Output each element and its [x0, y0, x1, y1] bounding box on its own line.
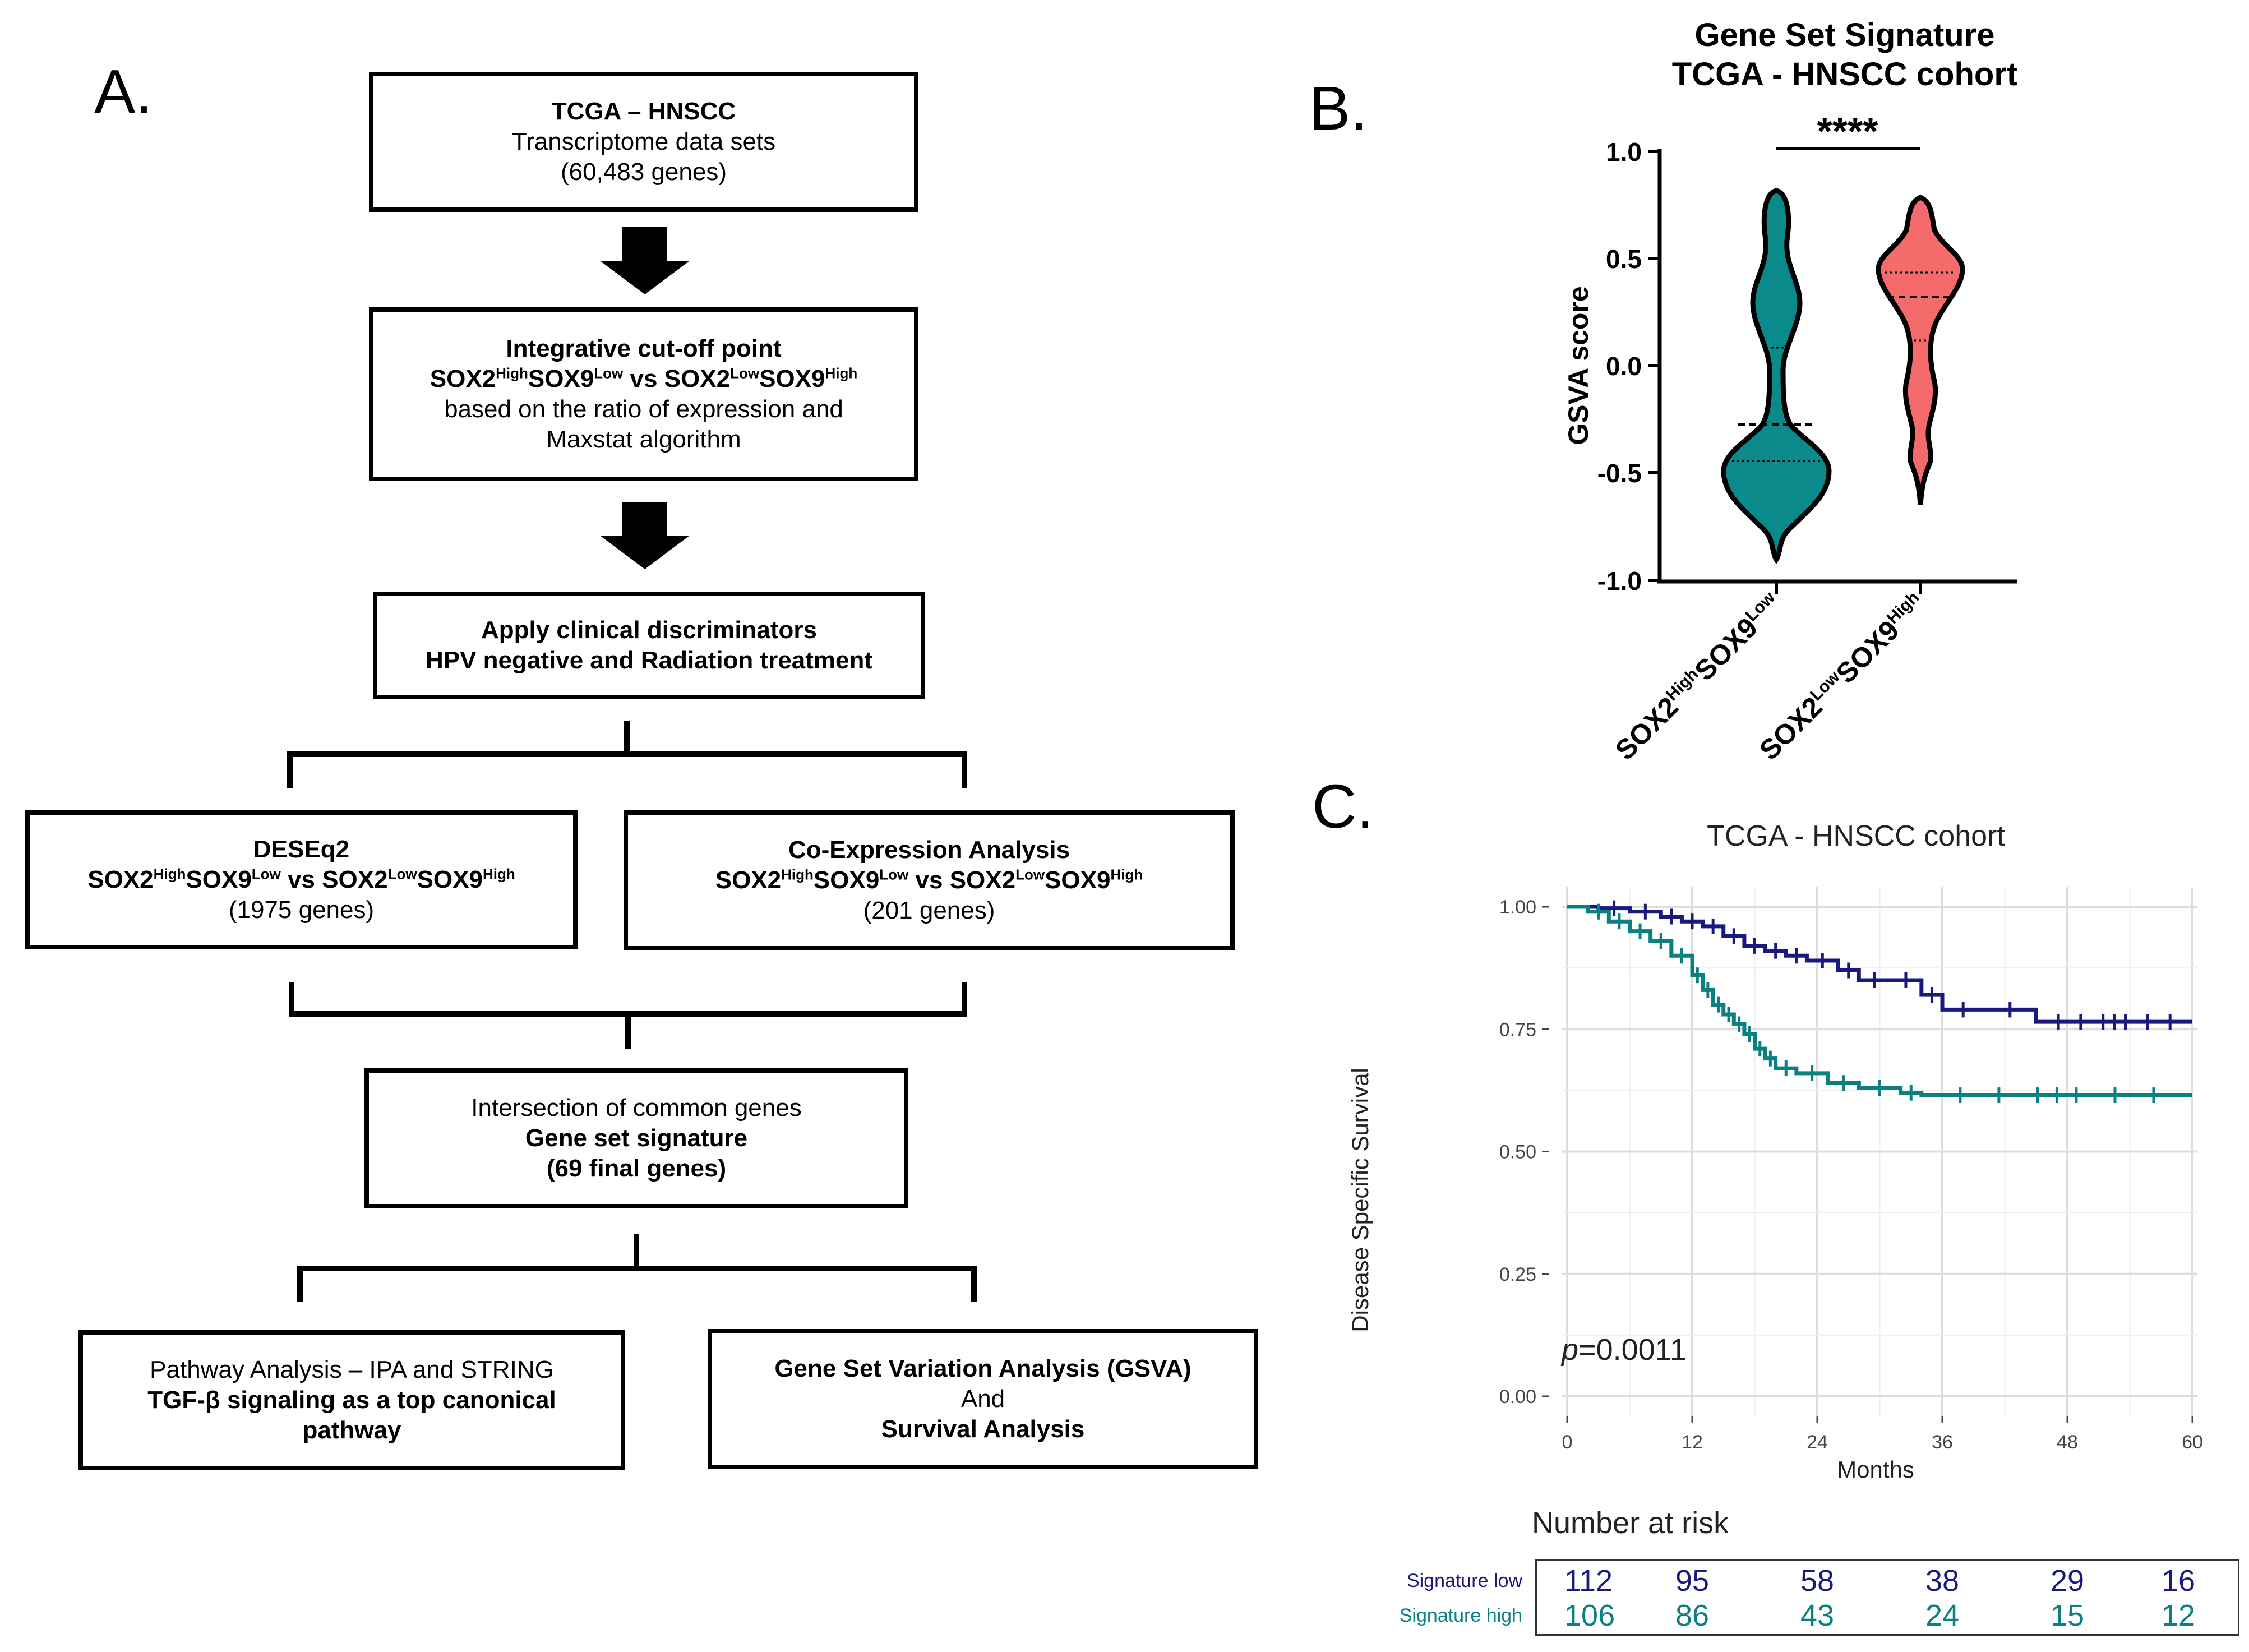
panel-label-b: B. [1309, 74, 1368, 143]
box-title: Co-Expression Analysis [788, 836, 1070, 864]
km-xtick-label: 48 [2057, 1432, 2078, 1453]
violin-ytick-3: 0.0 [1606, 352, 1660, 381]
km-ytick-label: 0.75 [1499, 1019, 1536, 1040]
box-text: (1975 genes) [228, 896, 375, 924]
violin-ylabel: GSVA score [1563, 286, 1594, 445]
svg-text:0.5: 0.5 [1606, 244, 1642, 274]
violin-xlabel-2: SOX2LowSOX9High [1753, 588, 1932, 766]
flow-box-gsva: Gene Set Variation Analysis (GSVA) And S… [708, 1329, 1258, 1469]
bracket-1 [287, 721, 967, 788]
flow-box-cutoff: Integrative cut-off point SOX2HighSOX9Lo… [369, 307, 918, 481]
risk-cell: 95 [1675, 1564, 1710, 1598]
risk-cell: 24 [1925, 1599, 1960, 1632]
km-xtick-label: 36 [1932, 1432, 1953, 1453]
violin-ytick-2: 0.5 [1606, 244, 1660, 274]
box-text: Transcriptome data sets [511, 128, 776, 155]
flow-box-tcga: TCGA – HNSCC Transcriptome data sets (60… [369, 72, 918, 212]
svg-text:0.0: 0.0 [1606, 352, 1642, 381]
box-text: (201 genes) [863, 897, 995, 924]
flow-box-pathway: Pathway Analysis – IPA and STRING TGF-β … [78, 1330, 625, 1470]
box-text: And [960, 1385, 1005, 1413]
km-ytick-label: 1.00 [1499, 897, 1536, 918]
flow-box-deseq2: DESEq2 SOX2HighSOX9Low vs SOX2LowSOX9Hig… [25, 810, 578, 949]
km-grid [1562, 887, 2198, 1416]
risk-cell: 58 [1800, 1564, 1835, 1598]
svg-text:1.0: 1.0 [1606, 137, 1642, 167]
box-text: pathway [302, 1416, 401, 1444]
km-xtick-label: 60 [2182, 1432, 2203, 1453]
significance-stars: **** [1817, 109, 1879, 153]
panel-label-c: C. [1312, 772, 1374, 841]
violin-ytick-5: -1.0 [1597, 566, 1660, 596]
box-title: TGF-β signaling as a top canonical [147, 1386, 556, 1414]
risk-row-label: Signature high [1399, 1605, 1522, 1626]
km-title: TCGA - HNSCC cohort [1707, 820, 2005, 852]
flowchart-connectors [287, 227, 977, 1302]
bracket-2 [289, 982, 967, 1049]
svg-text:-0.5: -0.5 [1597, 459, 1642, 488]
km-xlabel: Months [1837, 1456, 1914, 1483]
box-title: Gene set signature [525, 1124, 748, 1152]
risk-cell: 16 [2161, 1564, 2195, 1598]
risk-table-frame [1535, 1559, 2239, 1636]
box-text: based on the ratio of expression and [444, 395, 843, 423]
risk-row-label: Signature low [1406, 1570, 1522, 1591]
km-pvalue: p=0.0011 [1560, 1333, 1687, 1367]
box-text: HPV negative and Radiation treatment [425, 647, 873, 674]
box-text: (69 final genes) [546, 1155, 727, 1182]
km-yticks: 1.00 0.75 0.50 0.25 0.00 [1499, 897, 1549, 1408]
box-comparison: SOX2HighSOX9Low vs SOX2LowSOX9High [430, 364, 858, 393]
box-text: Pathway Analysis – IPA and STRING [150, 1356, 554, 1383]
risk-cell: 12 [2161, 1599, 2195, 1632]
km-xticks: 0 12 24 36 48 60 [1562, 1415, 2203, 1453]
violin-ytick-1: 1.0 [1606, 137, 1660, 167]
risk-cell: 86 [1675, 1599, 1710, 1632]
flow-box-clinical: Apply clinical discriminators HPV negati… [373, 592, 925, 699]
box-title: Apply clinical discriminators [481, 616, 818, 644]
risk-cell: 29 [2050, 1564, 2085, 1598]
box-title: Integrative cut-off point [506, 335, 782, 362]
risk-cell: 43 [1800, 1599, 1835, 1632]
flow-box-intersection: Intersection of common genes Gene set si… [364, 1068, 908, 1208]
violin-sox2low-sox9high [1876, 195, 1965, 505]
box-comparison: SOX2HighSOX9Low vs SOX2LowSOX9High [715, 866, 1143, 894]
risk-cell: 106 [1564, 1599, 1615, 1632]
box-title: TCGA – HNSCC [551, 98, 736, 125]
box-title: Gene Set Variation Analysis (GSVA) [774, 1355, 1192, 1382]
km-xtick-label: 24 [1807, 1432, 1828, 1453]
km-xtick-label: 0 [1562, 1432, 1573, 1453]
km-ytick-label: 0.50 [1499, 1142, 1536, 1163]
km-chart: TCGA - HNSCC cohort Disease Specific Sur… [1347, 820, 2203, 1483]
km-ytick-label: 0.25 [1499, 1264, 1536, 1285]
km-xtick-label: 12 [1682, 1432, 1703, 1453]
arrow-down-1 [600, 227, 690, 294]
violin-sox2high-sox9low [1721, 188, 1832, 565]
km-ytick-label: 0.00 [1499, 1386, 1536, 1408]
risk-table-title: Number at risk [1532, 1506, 1729, 1540]
box-title: DESEq2 [253, 836, 350, 863]
flow-box-coexpression: Co-Expression Analysis SOX2HighSOX9Low v… [624, 810, 1235, 950]
panel-label-a: A. [94, 57, 153, 126]
risk-cell: 38 [1925, 1564, 1960, 1598]
box-comparison: SOX2HighSOX9Low vs SOX2LowSOX9High [87, 865, 515, 893]
bracket-3 [297, 1234, 977, 1302]
km-ylabel: Disease Specific Survival [1347, 1068, 1373, 1332]
box-text: Maxstat algorithm [546, 426, 741, 453]
arrow-down-2 [600, 502, 690, 569]
violin-title: Gene Set Signature [1694, 17, 1994, 53]
box-title: Survival Analysis [881, 1415, 1085, 1443]
km-curves [1567, 900, 2192, 1104]
violin-ytick-4: -0.5 [1597, 459, 1660, 488]
box-text: Intersection of common genes [471, 1094, 802, 1122]
box-text: (60,483 genes) [561, 158, 727, 186]
violin-chart: Gene Set Signature TCGA - HNSCC cohort 1… [1563, 17, 2017, 766]
risk-cell: 15 [2050, 1599, 2085, 1632]
svg-text:-1.0: -1.0 [1597, 566, 1642, 596]
risk-cell: 112 [1564, 1564, 1613, 1598]
violin-subtitle: TCGA - HNSCC cohort [1672, 56, 2017, 93]
